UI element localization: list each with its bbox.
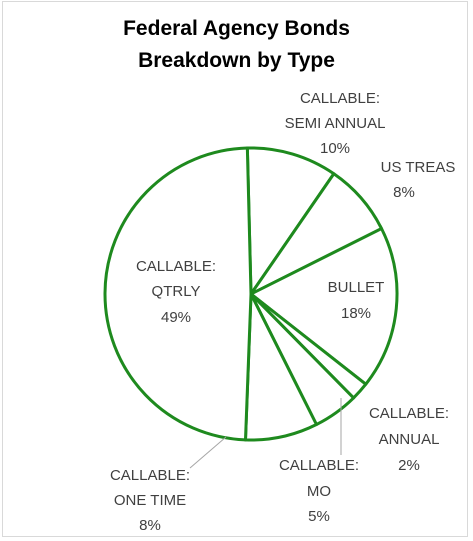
slice-label: 18% [341,305,371,322]
chart-subtitle: Breakdown by Type [138,49,335,72]
chart-title: Federal Agency Bonds [123,17,350,40]
slice-label: QTRLY [152,283,201,300]
pie-slice-callable-qtrly [103,146,253,442]
slice-label: ONE TIME [114,492,186,509]
slice-label: CALLABLE: [300,90,380,107]
slice-label: CALLABLE: [369,405,449,422]
slice-label: CALLABLE: [279,457,359,474]
slice-label: 8% [393,184,415,201]
slice-label: 10% [320,140,350,157]
pie-slice-callable-semi-annual [245,146,336,296]
slice-label: 5% [308,508,330,525]
slice-label: 2% [398,457,420,474]
pie-slice-bullet [249,227,399,386]
leader-line [189,436,227,469]
slice-label: 49% [161,309,191,326]
slice-label: CALLABLE: [110,467,190,484]
slice-label: MO [307,483,331,500]
slice-label: BULLET [328,279,385,296]
slice-label: US TREAS [381,159,456,176]
slice-label: 8% [139,517,161,534]
slice-label: ANNUAL [379,431,440,448]
slice-label: CALLABLE: [136,258,216,275]
slice-label: SEMI ANNUAL [285,115,386,132]
